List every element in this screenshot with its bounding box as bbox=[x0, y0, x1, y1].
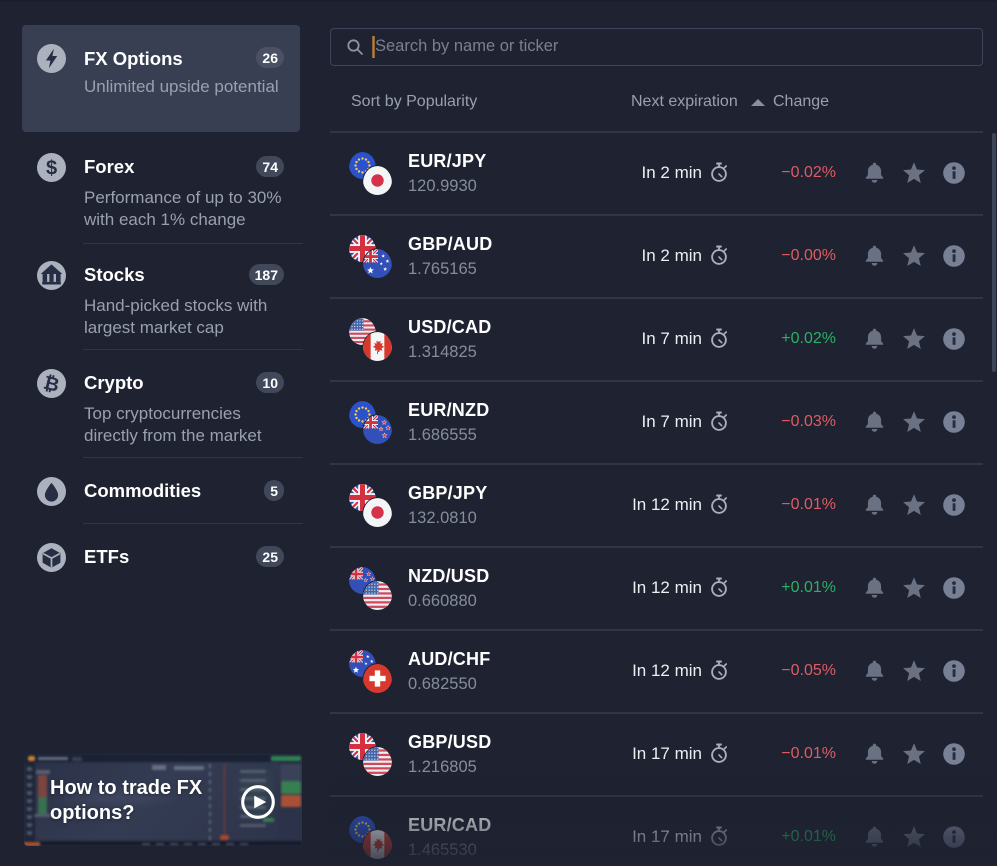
svg-text:₿: ₿ bbox=[41, 372, 61, 396]
svg-text:$: $ bbox=[46, 157, 57, 179]
